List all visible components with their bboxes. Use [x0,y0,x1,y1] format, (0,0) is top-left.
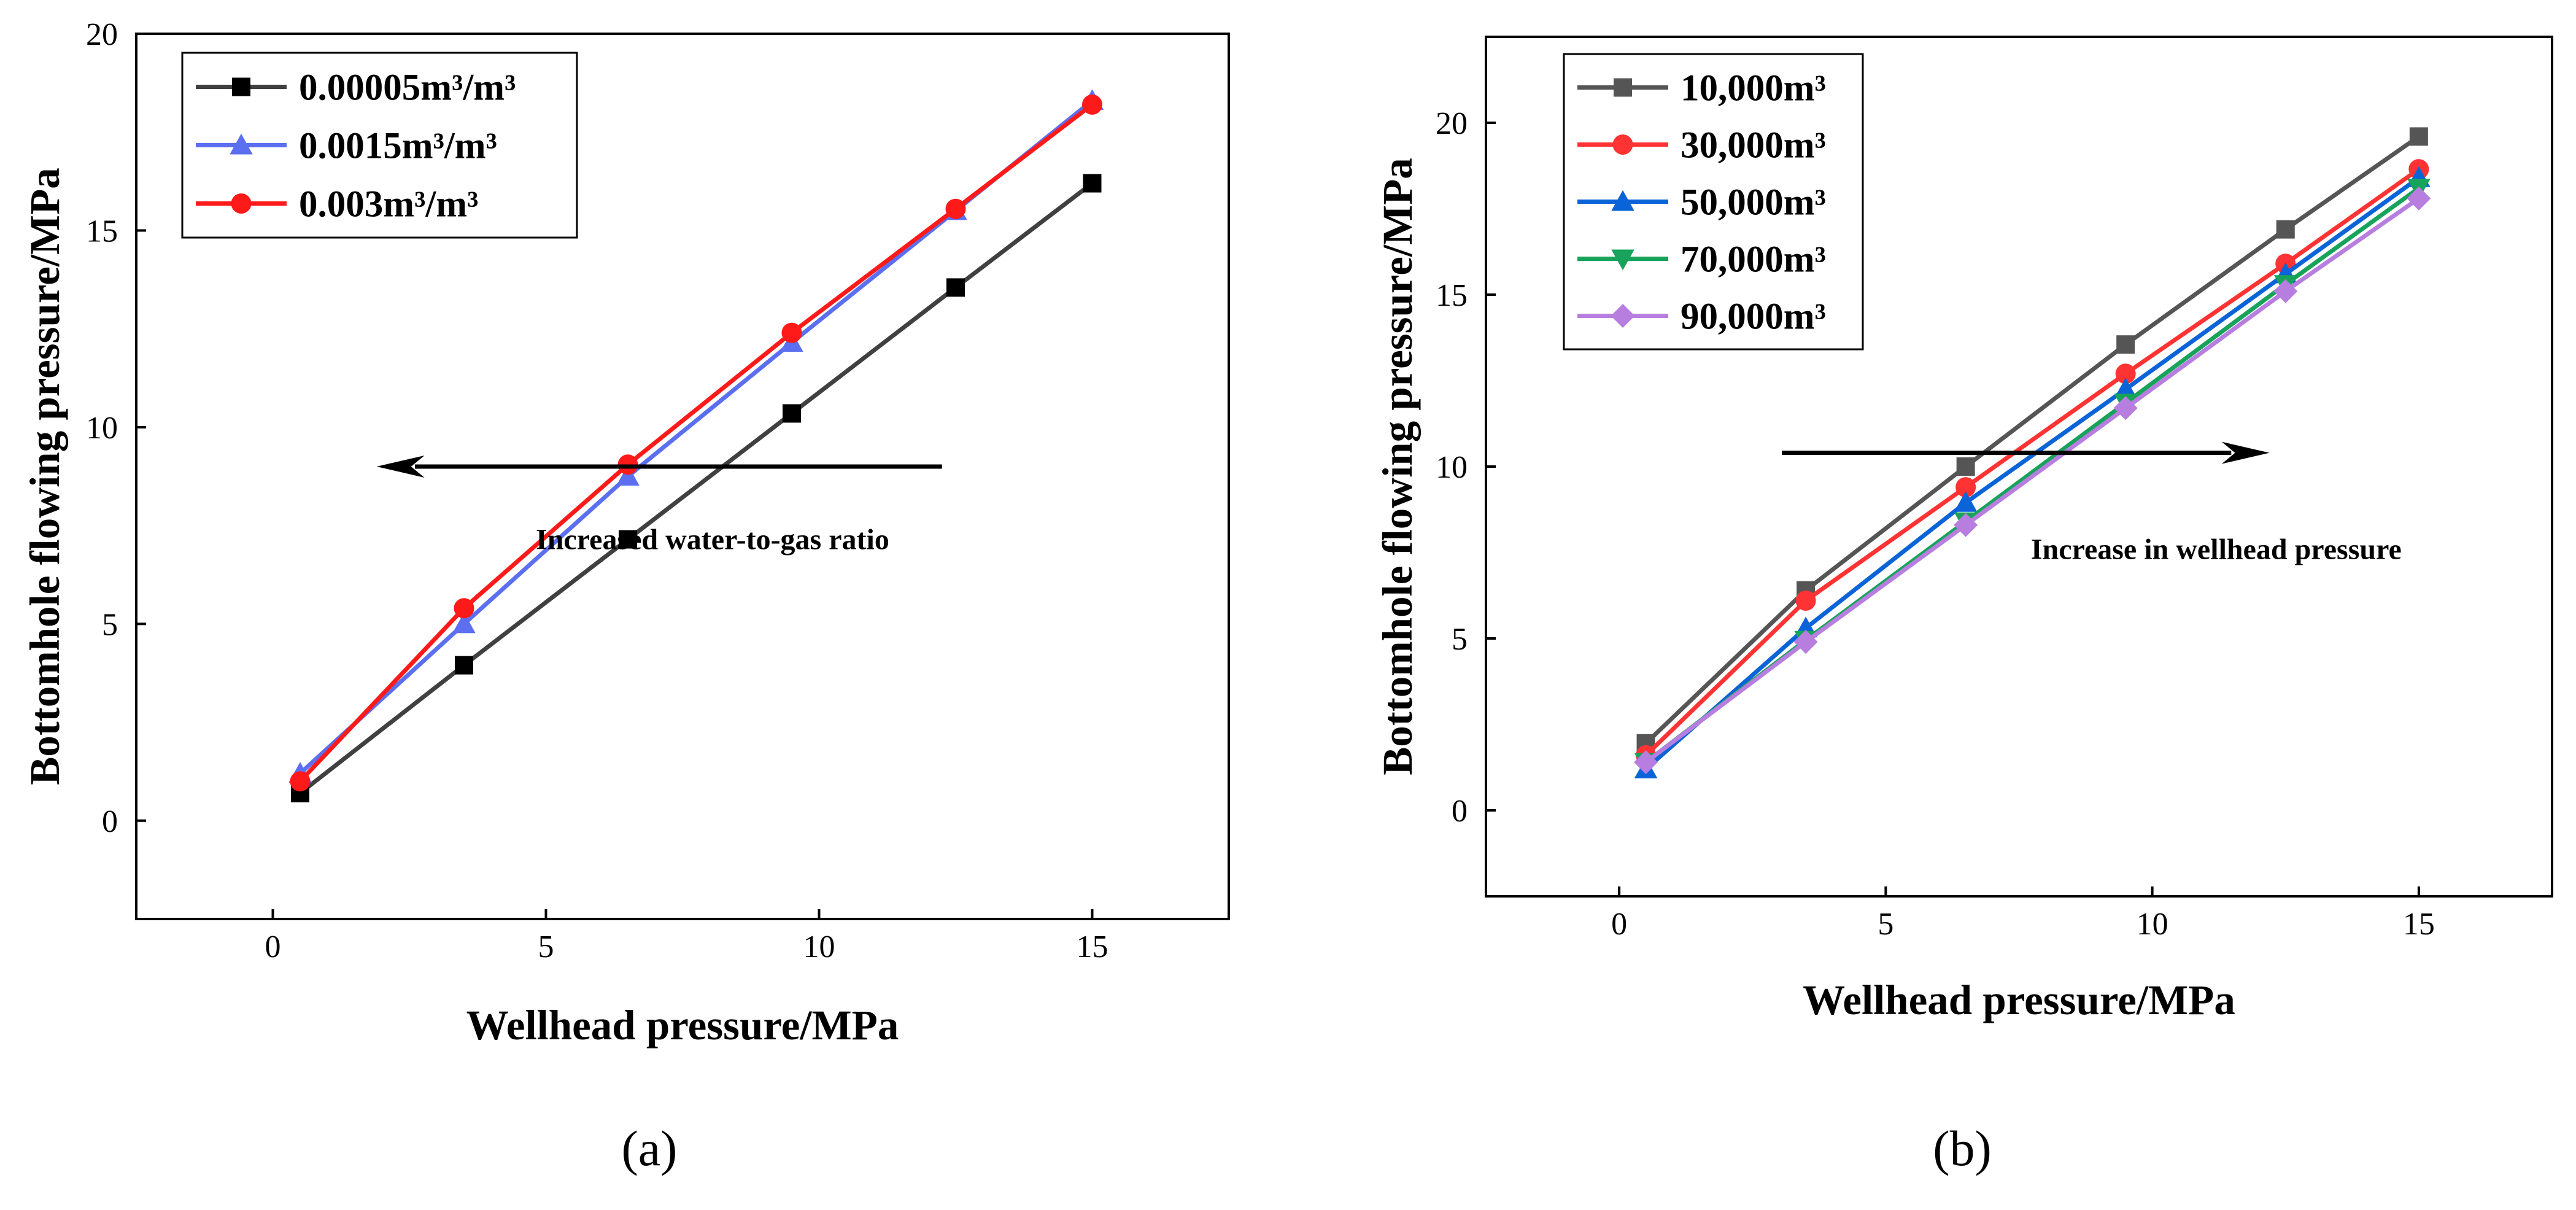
series-1 [291,174,1102,802]
legend-item: 90,000m³ [1577,297,1826,338]
x-tick-label: 10 [803,929,835,964]
data-point [619,530,637,549]
legend: 10,000m³ 30,000m³ 50,000m³ 70,000m³ 90,000m³ [1563,53,1864,351]
data-point [2116,335,2135,354]
x-tick-label: 15 [1077,929,1108,964]
data-point [616,465,640,486]
y-tick-label: 20 [1436,106,1468,141]
legend-marker [1611,249,1634,271]
legend-label: 0.003m³/m³ [299,184,478,225]
legend-item: 70,000m³ [1577,239,1826,281]
series-line [1644,196,2420,764]
series-line [1644,176,2420,771]
legend-marker [232,77,250,96]
data-point [1956,457,1975,476]
legend-item: 30,000m³ [1577,125,1826,166]
data-point [1634,750,1658,775]
data-point [2115,363,2136,384]
series-line [298,103,1094,783]
legend-marker [1611,190,1634,211]
data-point [2409,127,2428,146]
data-point [1954,491,1978,512]
x-tick-label: 10 [2137,907,2168,942]
data-point [781,322,802,343]
y-tick-label: 20 [86,17,118,52]
legend-label: 70,000m³ [1681,239,1826,281]
annotation-text: Increased water-to-gas ratio [536,524,889,556]
y-tick-label: 0 [102,804,118,839]
x-tick-label: 5 [1878,907,1893,942]
data-point [455,656,473,675]
x-tick-label: 0 [1611,907,1627,942]
y-tick-label: 10 [86,411,118,446]
annotation-arrowhead [2221,441,2270,464]
series-5 [1634,186,2431,775]
legend-item: 50,000m³ [1577,182,1826,223]
legend-marker [230,133,253,155]
series-3 [290,94,1102,792]
annotation-arrowhead [376,455,425,478]
data-point [452,612,476,634]
legend-item: 0.0015m³/m³ [196,126,497,167]
plot-frame [135,33,1230,920]
data-point [2276,220,2295,239]
data-point [945,198,966,219]
series-line [1644,167,2420,757]
legend-item: 0.003m³/m³ [196,184,478,225]
y-tick-label: 15 [86,214,118,249]
x-axis-title: Wellhead pressure/MPa [1803,977,2235,1023]
data-point [946,278,965,297]
legend-marker [231,193,252,214]
legend-label: 90,000m³ [1681,297,1826,338]
panel-label: (a) [621,1120,677,1176]
x-axis-title: Wellhead pressure/MPa [466,1002,899,1049]
y-tick-label: 5 [102,607,118,642]
y-tick-label: 0 [1452,794,1468,829]
y-tick-label: 10 [1436,450,1468,485]
legend-item: 0.00005m³/m³ [196,68,516,109]
data-point [1954,513,1978,537]
data-point [1083,174,1102,193]
y-axis-title: Bottomhole flowing pressure/MPa [1374,158,1421,775]
annotation: Increase in wellhead pressure [1782,441,2402,565]
chart-panel-1: 0 5 10 15 0 5 10 15 20 Wellhead pressure/MPa Botto… [21,17,1230,1176]
data-point [1955,477,1976,498]
data-point [1795,590,1816,611]
legend-marker [1611,304,1635,328]
legend-label: 30,000m³ [1681,125,1826,166]
data-point [290,771,311,792]
data-point [1793,630,1818,654]
y-axis-title: Bottomhole flowing pressure/MPa [21,168,68,785]
data-point [1082,94,1102,115]
data-point [454,598,474,619]
panel-label: (b) [1933,1120,1992,1176]
legend-label: 10,000m³ [1681,68,1826,109]
legend-marker [1614,78,1632,97]
legend-item: 10,000m³ [1577,68,1826,109]
legend-label: 50,000m³ [1681,182,1826,223]
data-point [2407,186,2431,211]
legend-label: 0.00005m³/m³ [299,68,516,109]
data-point [2113,396,2138,421]
series-line [1644,134,2420,745]
data-point [2273,279,2298,303]
legend-label: 0.0015m³/m³ [299,126,497,167]
y-tick-label: 5 [1452,622,1468,657]
annotation: Increased water-to-gas ratio [376,455,942,556]
series-line [298,181,1094,795]
y-tick-label: 15 [1436,278,1468,313]
x-tick-label: 5 [538,929,554,964]
chart-panel-2: 0 5 10 15 0 5 10 15 20 Wellhead pressure/MPa Botto… [1374,36,2553,1176]
annotation-text: Increase in wellhead pressure [2031,533,2402,565]
data-point [783,404,801,423]
data-point [2114,378,2137,398]
legend-marker [1612,134,1633,155]
x-tick-label: 15 [2403,907,2435,942]
x-tick-label: 0 [265,929,281,964]
legend: 0.00005m³/m³ 0.0015m³/m³ 0.003m³/m³ [181,52,578,239]
